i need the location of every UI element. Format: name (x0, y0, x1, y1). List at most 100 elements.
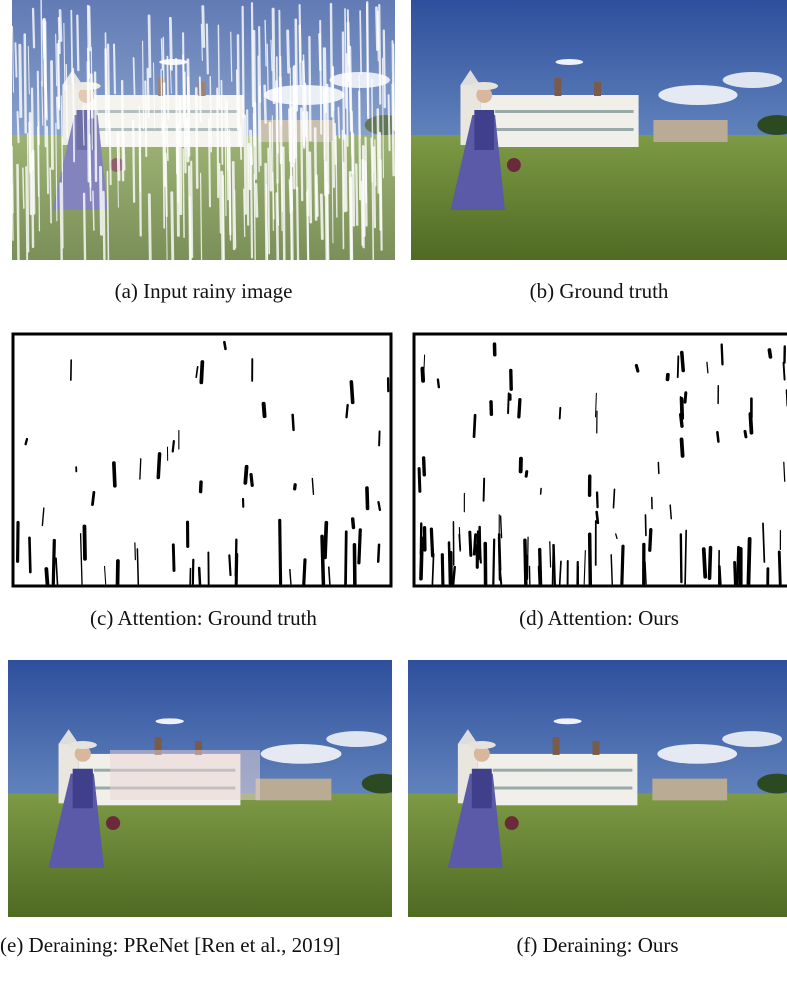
attention-streak (304, 560, 305, 584)
rain-streak (325, 93, 326, 195)
rain-streak (309, 37, 310, 140)
rain-streak (296, 20, 297, 110)
rain-streak (93, 191, 94, 230)
attention-streak (493, 540, 494, 584)
rain-streak (200, 77, 201, 121)
attention-streak (678, 356, 679, 377)
attention-streak (526, 472, 527, 477)
ours-image (408, 660, 787, 917)
rain-streak (210, 77, 211, 152)
rain-streak (100, 167, 101, 234)
attention-streak (474, 535, 475, 554)
attention-streak (114, 463, 115, 486)
rain-streak (20, 45, 21, 116)
attention-streak (685, 530, 686, 584)
attention-streak (682, 353, 683, 371)
rain-streak (290, 102, 291, 190)
caption: (d) Attention: Ours (411, 604, 787, 632)
rain-streak (249, 144, 250, 188)
rain-streak (118, 133, 119, 180)
rain-streak (238, 35, 239, 144)
attention-streak (378, 545, 379, 562)
rain-streak (163, 122, 164, 228)
rain-streak (356, 164, 357, 224)
attention-streak (719, 566, 720, 584)
rain-streak (110, 123, 111, 185)
attention-streak (378, 502, 379, 510)
rain-streak (360, 11, 361, 74)
attention-streak (346, 405, 347, 417)
rain-streak (89, 6, 90, 50)
attention-streak (229, 555, 230, 575)
attention-streak (329, 567, 330, 584)
rain-streak (32, 89, 33, 170)
ground-truth-image (411, 0, 787, 260)
attention-streak (432, 554, 433, 584)
rain-streak (281, 154, 282, 211)
attention-streak (421, 538, 422, 578)
attention-streak (550, 542, 551, 567)
rain-streak (33, 9, 34, 47)
attention-streak (224, 342, 225, 349)
rain-streak (140, 127, 141, 236)
rain-streak (103, 192, 104, 260)
rain-streak (270, 123, 271, 190)
rain-streak (52, 62, 53, 169)
rain-streak (170, 18, 171, 69)
attention-streak (769, 350, 770, 357)
rain-streak (260, 86, 261, 165)
attention-streak (442, 555, 443, 584)
rain-streak (331, 4, 332, 116)
rain-streak (376, 8, 377, 50)
rain-streak (315, 128, 316, 219)
rain-streak (89, 135, 90, 187)
rain-streak (384, 31, 385, 107)
attention-streak (173, 441, 174, 451)
rain-streak (71, 11, 72, 84)
rain-streak (218, 25, 219, 107)
rain-streak (188, 77, 189, 155)
rain-streak (166, 154, 167, 216)
rain-streak (107, 172, 108, 260)
rain-streak (167, 57, 168, 120)
rain-streak (221, 81, 222, 164)
rain-streak (184, 73, 185, 173)
attention-streak (84, 526, 85, 558)
rain-streak (217, 89, 218, 197)
rain-streak (233, 162, 234, 248)
attention-streak (173, 545, 174, 571)
rain-streak (254, 31, 255, 145)
rain-streak (105, 33, 106, 96)
attention-streak (479, 540, 480, 562)
rain-streak (114, 45, 115, 94)
attention-streak (722, 345, 723, 365)
rain-streak (25, 35, 26, 133)
rain-streak (220, 164, 221, 233)
rain-streak (17, 165, 18, 260)
attention-streak (525, 540, 526, 584)
attention-streak (682, 439, 683, 456)
artifact (110, 750, 260, 800)
rain-streak (172, 193, 173, 260)
rain-streak (243, 7, 244, 117)
attention-streak (199, 568, 200, 584)
rain-streak (167, 126, 168, 161)
rain-streak (161, 39, 162, 70)
attention-streak (681, 534, 682, 582)
attention-streak (745, 431, 746, 437)
attention-streak (236, 540, 237, 576)
attention-streak (552, 548, 553, 584)
rain-streak (366, 138, 367, 226)
attention-streak (353, 519, 354, 527)
rain-streak (343, 33, 344, 139)
rain-streak (389, 95, 390, 150)
attention-streak (346, 532, 347, 584)
rain-streak (268, 148, 269, 253)
attention-streak (367, 488, 368, 508)
rain-streak (333, 67, 334, 187)
rain-streak (240, 126, 241, 159)
rain-streak (196, 88, 197, 187)
rain-streak (342, 131, 343, 249)
rain-streak (245, 116, 246, 214)
rain-streak (363, 146, 364, 235)
